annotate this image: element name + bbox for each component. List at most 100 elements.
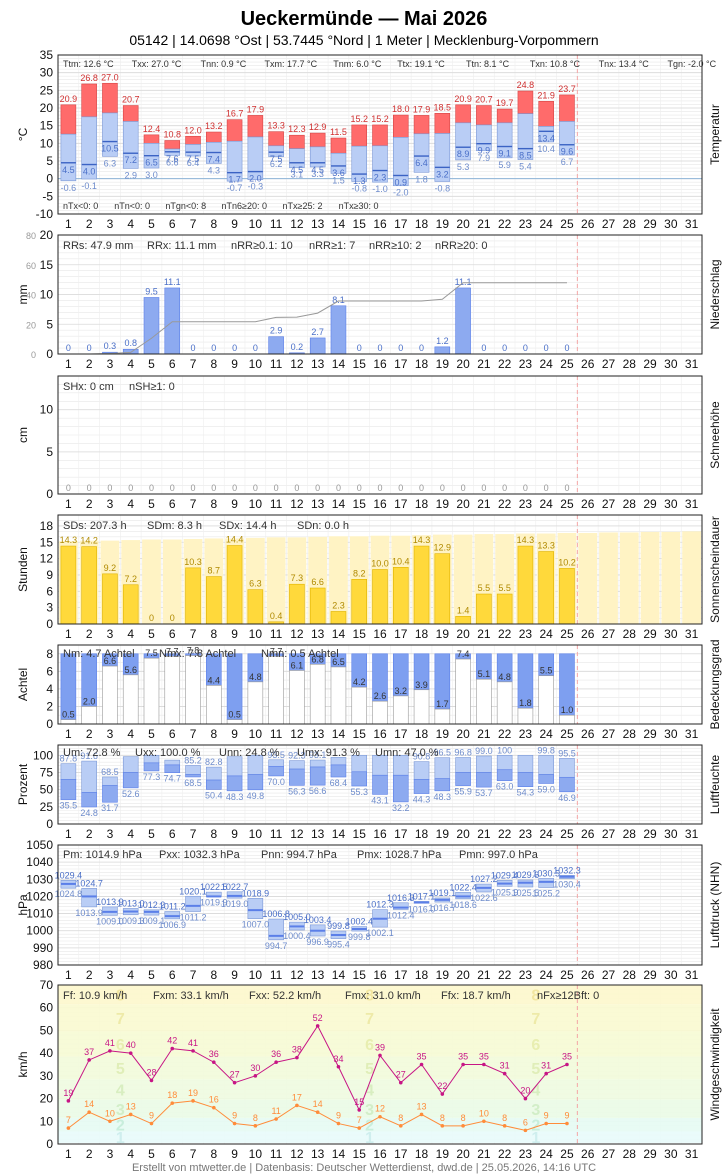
snow-label: 0 [274,483,279,493]
stat-label: nTx≥25: 2 [283,201,323,211]
precip-bar [164,287,181,355]
x-tick-label: 7 [190,357,197,371]
wind-label: 8 [461,1113,466,1123]
x-tick-label: 15 [353,968,367,982]
x-tick-label: 9 [231,827,238,841]
stat-label: Umn: 47.0 % [375,747,439,759]
temp-max-label: 18.5 [434,102,452,112]
possible-sunshine-bar [162,539,182,624]
x-tick-label: 29 [643,727,657,741]
pressure-min-label: 999.8 [348,932,371,942]
temp-low-label: 3.0 [145,170,158,180]
x-tick-label: 30 [664,968,678,982]
x-tick-label: 15 [353,1147,367,1161]
snow-label: 0 [544,483,549,493]
pressure-max-label: 1029.4 [491,870,519,880]
x-tick-label: 10 [249,627,263,641]
pressure-max-label: 1002.4 [345,917,373,927]
wind-label: 12 [375,1104,385,1114]
humidity-max-label: 90.8 [413,752,431,762]
temp-max-bar [247,115,264,138]
sunshine-bar [289,583,305,625]
gust-point [398,1080,403,1085]
sunshine-bar [226,545,243,625]
x-tick-label: 21 [477,827,491,841]
y-tick-label: 12 [40,552,54,566]
humidity-lower-bar [289,768,305,786]
beaufort-label: 2 [531,1118,540,1135]
gust-point [419,1062,424,1067]
x-tick-label: 24 [540,627,554,641]
y-tick-label: 18 [40,519,54,533]
pressure-min-label: 1022.6 [470,893,498,903]
temp-max-label: 13.2 [205,121,223,131]
cumulative-line [68,282,567,355]
x-tick-label: 25 [560,727,574,741]
stat-label: Ff: 10.9 km/h [63,990,127,1002]
gust-label: 40 [126,1040,136,1050]
wind-point [398,1124,403,1128]
cloud-label: 1.0 [561,705,574,715]
temp-max-label: 17.9 [413,104,431,114]
pressure-max-label: 1032.3 [553,865,581,875]
temp-min-bar [413,133,430,173]
beaufort-label: 7 [365,1011,374,1028]
x-tick-label: 20 [456,217,470,231]
sunshine-bar [413,545,430,625]
gust-label: 31 [541,1061,551,1071]
temp-min-label: 1.3 [353,176,366,186]
cloud-label: 5.5 [540,666,553,676]
x-tick-label: 6 [169,497,176,511]
temp-min-bar [247,136,264,181]
stat-label: RRs: 47.9 mm [63,240,133,252]
gust-label: 36 [271,1049,281,1059]
temp-low-label: -0.7 [227,183,243,193]
wind-point [357,1126,362,1130]
stat-label: Ttx: 19.1 °C [397,59,445,69]
snow-label: 0 [211,483,216,493]
x-tick-label: 25 [560,1147,574,1161]
humidity-lower-bar [476,772,492,788]
beaufort-label: 3 [531,1102,540,1119]
sunshine-bar [206,576,222,625]
humidity-min-label: 35.5 [60,801,78,811]
possible-sunshine-bar [142,539,161,624]
x-tick-label: 23 [519,357,533,371]
stat-label: Fxx: 52.2 km/h [249,990,321,1002]
humidity-upper-bar [164,759,181,766]
x-tick-label: 22 [498,827,512,841]
wind-point [253,1124,258,1128]
x-tick-label: 21 [477,357,491,371]
humidity-lower-bar [226,775,243,792]
x-tick-label: 20 [456,627,470,641]
beaufort-band [58,1056,702,1080]
possible-sunshine-bar [640,531,660,624]
pressure-min-label: 1009.3 [117,916,145,926]
temp-min-bar [226,140,243,182]
x-tick-label: 28 [623,968,637,982]
precip-bar [268,336,284,355]
stat-label: Tnx: 13.4 °C [599,59,650,69]
stat-label: Nmx: 7.8 Achtel [159,648,236,660]
station-info: 05142 | 14.0698 °Ost | 53.7445 °Nord | 1… [129,32,598,48]
x-tick-label: 19 [436,727,450,741]
x-tick-label: 12 [290,217,304,231]
x-tick-label: 15 [353,827,367,841]
sunshine-bar [330,611,347,625]
plot-border [57,234,703,355]
temp-low-label: -0.6 [61,183,77,193]
y-tick-label: 70 [40,978,54,992]
x-tick-label: 18 [415,627,429,641]
secondary-tick: 0 [31,350,36,360]
possible-sunshine-bar [661,531,681,624]
wind-point [565,1121,569,1126]
pressure-min-label: 1018.6 [449,900,477,910]
x-tick-label: 14 [332,727,346,741]
humidity-min-label: 52.6 [122,789,140,799]
temp-max-label: 12.3 [288,124,306,134]
clear-bar [330,666,347,725]
x-tick-label: 1 [65,217,72,231]
precip-bar [330,305,347,355]
pressure-max-label: 1013.0 [117,898,145,908]
